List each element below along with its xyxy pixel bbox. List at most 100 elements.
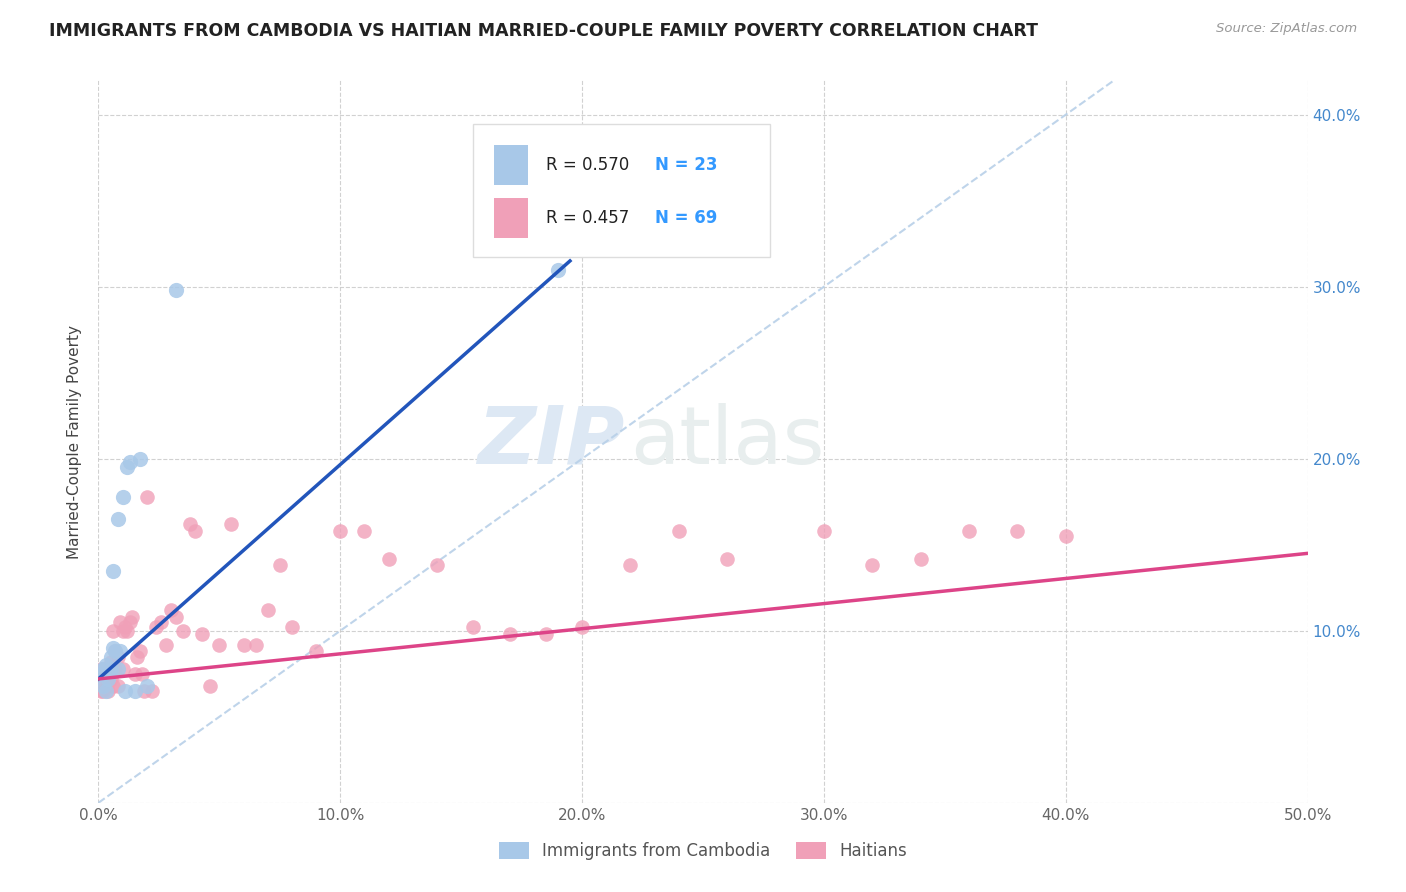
Point xyxy=(111,662,134,676)
Point xyxy=(91,684,114,698)
Point xyxy=(94,684,117,698)
Legend: Immigrants from Cambodia, Haitians: Immigrants from Cambodia, Haitians xyxy=(492,835,914,867)
Point xyxy=(165,610,187,624)
Point xyxy=(160,603,183,617)
Point xyxy=(114,620,136,634)
Point xyxy=(221,517,243,532)
Point xyxy=(184,524,207,538)
Point xyxy=(135,490,157,504)
Point xyxy=(860,558,883,573)
Text: R = 0.570: R = 0.570 xyxy=(546,156,628,174)
Point xyxy=(619,558,641,573)
Text: ZIP: ZIP xyxy=(477,402,624,481)
Point xyxy=(111,624,134,638)
Point xyxy=(90,662,112,676)
Point xyxy=(353,524,375,538)
Point xyxy=(172,624,194,638)
Point xyxy=(571,620,593,634)
Text: N = 69: N = 69 xyxy=(655,209,717,227)
Point xyxy=(107,679,129,693)
Point xyxy=(114,684,136,698)
Point xyxy=(91,672,114,686)
Point xyxy=(107,649,129,664)
Point xyxy=(377,551,399,566)
Point xyxy=(135,679,157,693)
Point xyxy=(124,684,146,698)
Point xyxy=(94,666,117,681)
Point xyxy=(910,551,932,566)
Point xyxy=(117,460,139,475)
Point xyxy=(256,603,278,617)
Y-axis label: Married-Couple Family Poverty: Married-Couple Family Poverty xyxy=(67,325,83,558)
FancyBboxPatch shape xyxy=(494,145,527,185)
Point xyxy=(150,615,173,630)
Point xyxy=(107,662,129,676)
Point xyxy=(281,620,304,634)
Point xyxy=(232,638,254,652)
Point xyxy=(101,679,124,693)
Point xyxy=(191,627,214,641)
Point xyxy=(668,524,690,538)
Point xyxy=(329,524,352,538)
Point xyxy=(208,638,231,652)
Text: IMMIGRANTS FROM CAMBODIA VS HAITIAN MARRIED-COUPLE FAMILY POVERTY CORRELATION CH: IMMIGRANTS FROM CAMBODIA VS HAITIAN MARR… xyxy=(49,22,1038,40)
Text: R = 0.457: R = 0.457 xyxy=(546,209,628,227)
Point xyxy=(957,524,980,538)
Point xyxy=(463,620,485,634)
Point xyxy=(117,624,139,638)
Point xyxy=(91,662,114,676)
Point xyxy=(128,451,150,466)
Point xyxy=(118,455,141,469)
Text: Source: ZipAtlas.com: Source: ZipAtlas.com xyxy=(1216,22,1357,36)
Point xyxy=(145,620,167,634)
Point xyxy=(101,640,124,655)
Text: N = 23: N = 23 xyxy=(655,156,717,174)
Point xyxy=(111,490,134,504)
Point xyxy=(91,666,114,681)
Point xyxy=(128,644,150,658)
Point xyxy=(100,672,122,686)
Point xyxy=(101,564,124,578)
Point xyxy=(179,517,201,532)
Point xyxy=(245,638,267,652)
Point xyxy=(97,675,120,690)
Point xyxy=(104,644,127,658)
Point xyxy=(90,666,112,681)
Point xyxy=(108,644,131,658)
Point xyxy=(498,627,520,641)
Point xyxy=(108,615,131,630)
FancyBboxPatch shape xyxy=(494,198,527,238)
Point xyxy=(134,684,156,698)
Point xyxy=(141,684,163,698)
Point xyxy=(94,662,117,676)
Point xyxy=(121,610,143,624)
Point xyxy=(107,512,129,526)
Point xyxy=(94,679,117,693)
Point xyxy=(813,524,835,538)
Point xyxy=(269,558,291,573)
Text: atlas: atlas xyxy=(630,402,825,481)
Point xyxy=(155,638,177,652)
Point xyxy=(1054,529,1077,543)
Point xyxy=(534,627,557,641)
Point xyxy=(104,662,127,676)
Point xyxy=(90,684,112,698)
Point xyxy=(100,662,122,676)
Point xyxy=(426,558,449,573)
Point xyxy=(1007,524,1029,538)
Point xyxy=(716,551,738,566)
Point xyxy=(127,649,149,664)
Point xyxy=(305,644,328,658)
Point xyxy=(94,658,117,673)
Point xyxy=(101,624,124,638)
FancyBboxPatch shape xyxy=(474,124,769,257)
Point xyxy=(104,644,127,658)
Point xyxy=(97,666,120,681)
Point xyxy=(124,666,146,681)
Point xyxy=(91,679,114,693)
Point xyxy=(198,679,221,693)
Point xyxy=(100,649,122,664)
Point xyxy=(97,684,120,698)
Point xyxy=(97,672,120,686)
Point xyxy=(547,262,569,277)
